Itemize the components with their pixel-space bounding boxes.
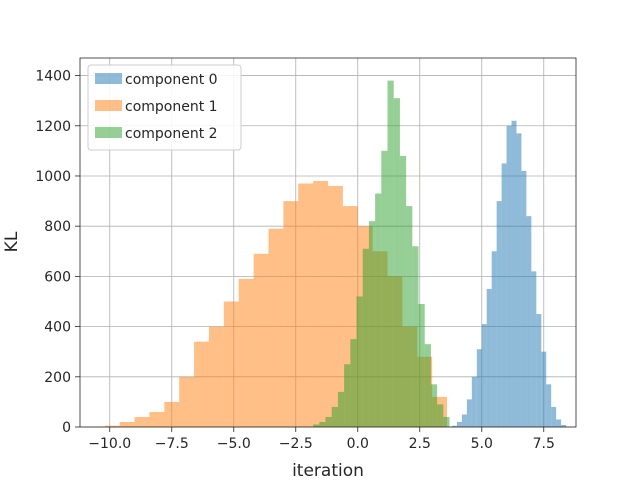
legend-swatch-1 [95, 100, 122, 111]
bar-component-2 [362, 248, 369, 427]
legend-box [87, 64, 242, 151]
x-tick-label: 7.5 [533, 436, 555, 452]
bar-component-0 [516, 133, 522, 427]
x-tick-label: 0.0 [347, 436, 369, 452]
y-tick-label: 1400 [35, 69, 71, 85]
bar-component-1 [208, 326, 224, 427]
bar-component-0 [452, 425, 457, 427]
bar-component-0 [556, 419, 562, 427]
bar-component-1 [134, 416, 150, 427]
bar-component-2 [344, 364, 351, 427]
legend-swatch-0 [95, 73, 122, 84]
bar-component-1 [313, 181, 328, 427]
bar-component-0 [506, 125, 512, 427]
bar-component-2 [331, 406, 338, 427]
bar-component-2 [356, 296, 363, 427]
bar-component-1 [104, 425, 120, 427]
x-axis-label: iteration [292, 461, 364, 480]
bar-component-1 [164, 401, 180, 427]
bar-component-1 [194, 341, 209, 427]
bar-component-0 [476, 349, 482, 427]
legend-label-1: component 1 [125, 99, 218, 115]
bar-component-2 [399, 155, 407, 428]
bar-component-2 [381, 150, 388, 427]
y-tick-label: 1000 [35, 169, 71, 185]
legend-label-2: component 2 [125, 126, 218, 142]
bar-component-0 [471, 376, 477, 427]
bar-component-0 [501, 163, 507, 427]
bar-component-0 [461, 414, 467, 427]
bar-component-0 [456, 421, 462, 427]
y-tick-label: 400 [44, 320, 71, 336]
bar-component-0 [521, 170, 527, 428]
bar-component-2 [368, 221, 376, 427]
bar-component-1 [238, 278, 254, 427]
y-axis-ticks: 0 200 400 600 800 1000 1200 1400 [35, 69, 80, 436]
x-tick-label: 2.5 [409, 436, 431, 452]
bar-component-2 [313, 424, 320, 427]
bar-component-2 [375, 193, 382, 427]
legend-swatch-2 [95, 127, 122, 138]
bar-component-0 [491, 251, 497, 427]
bar-component-2 [387, 80, 394, 428]
bar-component-0 [526, 216, 532, 427]
bar-component-2 [337, 391, 345, 427]
bar-component-0 [551, 406, 557, 427]
bar-component-2 [418, 304, 425, 427]
x-tick-label: −2.5 [279, 436, 313, 452]
bar-component-0 [511, 120, 517, 428]
bar-component-0 [496, 201, 502, 427]
bar-component-2 [325, 416, 332, 427]
x-axis-ticks: −10.0 −7.5 −5.0 −2.5 0.0 2.5 5.0 7.5 [88, 427, 555, 452]
x-tick-label: −5.0 [217, 436, 251, 452]
y-tick-label: 200 [44, 370, 71, 386]
bar-component-2 [393, 98, 400, 427]
legend-label-0: component 0 [125, 72, 218, 88]
x-tick-label: −10.0 [88, 436, 131, 452]
bar-component-2 [350, 339, 357, 427]
bar-component-1 [283, 201, 299, 427]
bar-component-2 [319, 421, 326, 427]
plot-frame [79, 57, 577, 428]
bar-component-1 [268, 228, 284, 427]
y-tick-label: 800 [44, 219, 71, 235]
bar-component-1 [119, 421, 135, 427]
bar-component-2 [412, 246, 419, 427]
bar-component-0 [481, 324, 487, 427]
bar-component-2 [437, 404, 444, 427]
bar-component-1 [223, 301, 239, 427]
bar-component-0 [541, 351, 547, 427]
bar-component-0 [466, 399, 472, 427]
bar-component-0 [486, 288, 492, 427]
y-tick-label: 1200 [35, 119, 71, 135]
bar-component-1 [253, 253, 269, 427]
y-axis-label: KL [2, 231, 22, 252]
y-tick-label: 600 [44, 269, 71, 285]
bar-component-1 [149, 411, 165, 427]
x-tick-label: 5.0 [471, 436, 493, 452]
bar-component-1 [179, 376, 195, 427]
bar-component-0 [531, 271, 537, 427]
y-tick-label: 0 [62, 420, 71, 436]
bar-component-1 [298, 183, 314, 427]
x-tick-label: −7.5 [155, 436, 189, 452]
bar-component-1 [328, 186, 343, 427]
legend: component 0 component 1 component 2 [87, 64, 242, 151]
bar-component-0 [546, 384, 552, 427]
bar-component-0 [536, 314, 542, 427]
bar-component-2 [443, 416, 450, 427]
bar-component-2 [406, 206, 413, 427]
bar-component-0 [561, 424, 567, 427]
histogram-bars [104, 80, 567, 428]
bar-component-2 [430, 384, 438, 427]
bar-component-2 [424, 344, 431, 427]
